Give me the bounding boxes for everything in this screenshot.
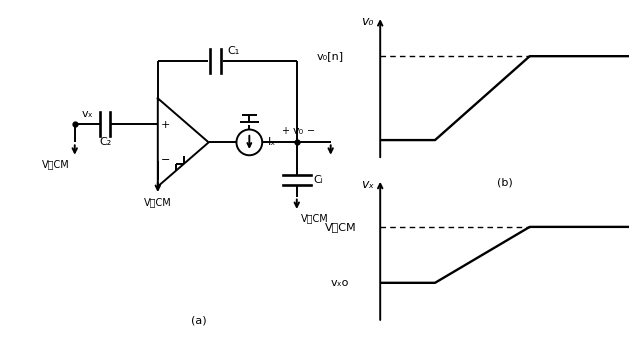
Text: vₓ: vₓ <box>361 178 374 191</box>
Text: vₓ: vₓ <box>82 109 93 119</box>
Text: −: − <box>160 155 170 165</box>
Text: (a): (a) <box>190 315 206 325</box>
Text: VⲚCM: VⲚCM <box>42 159 70 170</box>
Text: Cₗ: Cₗ <box>314 175 323 185</box>
Text: v₀[n]: v₀[n] <box>317 51 344 61</box>
Text: +: + <box>160 120 170 130</box>
Text: −: − <box>307 125 315 136</box>
Text: vₓo: vₓo <box>331 278 350 288</box>
Text: Iₓ: Iₓ <box>268 137 276 147</box>
Text: C₂: C₂ <box>99 137 111 147</box>
Text: C₁: C₁ <box>227 46 240 56</box>
Text: VⲚCM: VⲚCM <box>144 197 172 207</box>
Text: v₀: v₀ <box>293 125 304 136</box>
Text: (b): (b) <box>497 178 512 188</box>
Text: +: + <box>281 125 289 136</box>
Text: v₀: v₀ <box>362 15 374 28</box>
Text: VⲚCM: VⲚCM <box>325 222 356 232</box>
Text: VⲚCM: VⲚCM <box>301 214 328 224</box>
